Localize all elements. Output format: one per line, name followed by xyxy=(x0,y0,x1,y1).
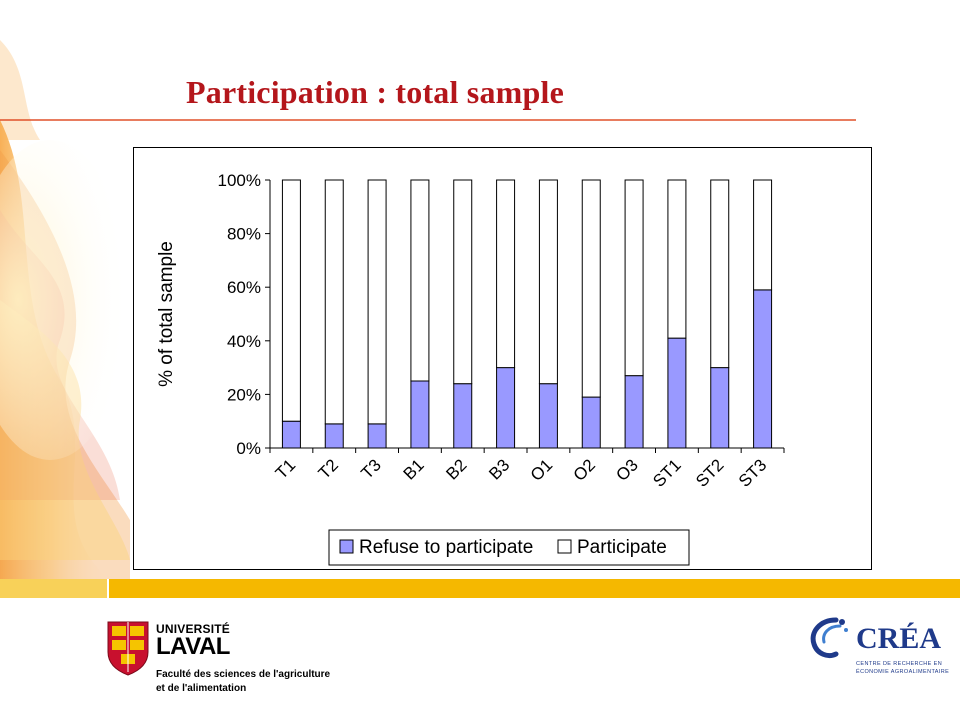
bar-participate-st3 xyxy=(753,179,773,291)
y-tick-label: 100% xyxy=(218,171,261,190)
x-tick-label: ST2 xyxy=(692,455,727,490)
x-tick-label: T3 xyxy=(357,455,384,482)
crea-swirl-icon xyxy=(810,617,848,659)
y-axis-title: % of total sample xyxy=(156,241,177,387)
faculty-line-2: et de l'alimentation xyxy=(156,683,247,694)
faculty-line-1: Faculté des sciences de l'agriculture xyxy=(156,669,331,680)
bar-refuse-o3 xyxy=(624,375,644,449)
chart-frame: 0% 20% 40% 60% 80% 100% T1 T2 T3 B1 B2 B3 O1 O2 O3 ST1… xyxy=(133,147,872,570)
stacked-bar-chart: 0% 20% 40% 60% 80% 100% T1 T2 T3 B1 B2 B3 O1 O2 O3 ST1… xyxy=(156,171,785,566)
slide-title: Participation : total sample xyxy=(186,74,564,110)
y-tick-label: 80% xyxy=(227,225,261,244)
x-tick-label: T2 xyxy=(315,455,342,482)
bar-refuse-st3 xyxy=(753,289,773,449)
logo-universite-text: UNIVERSITÉ xyxy=(156,622,231,636)
legend-label-participate: Participate xyxy=(577,537,667,558)
bar-participate-st2 xyxy=(710,179,730,369)
legend-box xyxy=(328,529,690,566)
y-tick-label: 20% xyxy=(227,385,261,404)
crea-sub-line-2: ÉCONOMIE AGROALIMENTAIRE xyxy=(856,669,950,675)
bar-refuse-t2 xyxy=(324,423,344,449)
bar-refuse-o1 xyxy=(538,383,558,449)
crea-name: CRÉA xyxy=(856,622,942,655)
crea-sub-line-1: CENTRE DE RECHERCHE EN xyxy=(856,661,943,667)
bar-participate-b2 xyxy=(453,179,473,385)
bar-participate-t3 xyxy=(367,179,387,425)
legend: Refuse to participate Participate xyxy=(328,529,690,566)
bar-participate-o2 xyxy=(581,179,601,398)
x-tick-label: ST3 xyxy=(735,455,770,490)
legend-swatch-refuse xyxy=(339,539,354,554)
y-tick-label: 60% xyxy=(227,278,261,297)
x-tick-label: ST1 xyxy=(649,455,684,490)
bar-refuse-o2 xyxy=(581,396,601,449)
bar-participate-b1 xyxy=(410,179,430,382)
bar-refuse-b2 xyxy=(453,383,473,449)
bar-participate-o3 xyxy=(624,179,644,377)
bar-participate-t1 xyxy=(281,179,301,422)
legend-label-refuse: Refuse to participate xyxy=(359,537,533,558)
x-tick-label: O3 xyxy=(612,455,641,484)
x-tick-label: B1 xyxy=(400,455,428,483)
universite-laval-logo: UNIVERSITÉ LAVAL Faculté des sciences de… xyxy=(106,618,330,698)
crea-logo: CRÉA CENTRE DE RECHERCHE EN ÉCONOMIE AGR… xyxy=(806,612,950,684)
x-tick-label: B2 xyxy=(442,455,470,483)
bar-participate-t2 xyxy=(324,179,344,425)
x-tick-label: B3 xyxy=(485,455,513,483)
bar-participate-o1 xyxy=(538,179,558,385)
legend-swatch-participate xyxy=(557,539,572,554)
footer-band xyxy=(0,579,960,598)
bar-refuse-st2 xyxy=(710,367,730,449)
bar-participate-b3 xyxy=(496,179,516,369)
bar-refuse-st1 xyxy=(667,337,687,449)
laval-crest-icon xyxy=(107,621,149,676)
y-tick-label: 0% xyxy=(236,439,261,458)
bar-refuse-t1 xyxy=(281,420,301,449)
logo-laval-text: LAVAL xyxy=(156,633,230,660)
x-tick-label: O2 xyxy=(570,455,599,484)
y-tick-label: 40% xyxy=(227,332,261,351)
x-tick-label: T1 xyxy=(272,455,299,482)
bar-refuse-t3 xyxy=(367,423,387,449)
bar-refuse-b1 xyxy=(410,380,430,449)
bar-participate-st1 xyxy=(667,179,687,339)
bar-refuse-b3 xyxy=(496,367,516,449)
x-tick-label: O1 xyxy=(527,455,556,484)
